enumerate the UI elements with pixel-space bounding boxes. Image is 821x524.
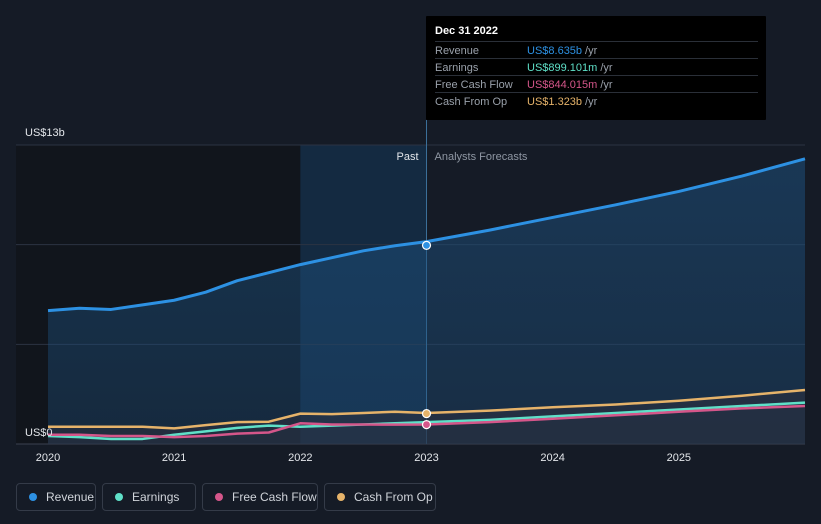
tooltip-label: Cash From Op — [435, 96, 508, 108]
series-line-revenue — [47, 157, 806, 313]
x-tick-label: 2022 — [288, 452, 312, 464]
legend-dot-icon — [29, 493, 37, 501]
series-line-free-cash-flow — [48, 404, 806, 439]
legend-label: Cash From Op — [354, 490, 433, 504]
tooltip-row-revenue: Revenue US$8.635b/yr — [435, 41, 758, 59]
chart-tooltip: Dec 31 2022 Revenue US$8.635b/yr Earning… — [426, 16, 766, 120]
legend-item-cash-from-op[interactable]: Cash From Op — [324, 483, 436, 511]
x-tick-label: 2025 — [667, 452, 691, 464]
tooltip-marker — [421, 408, 432, 419]
legend-label: Revenue — [46, 490, 95, 504]
legend-label: Free Cash Flow — [232, 490, 317, 504]
x-tick-label: 2023 — [414, 452, 438, 464]
forecast-label: Analysts Forecasts — [435, 151, 528, 163]
tooltip-row-free-cash-flow: Free Cash Flow US$844.015m/yr — [435, 75, 758, 93]
tooltip-row-earnings: Earnings US$899.101m/yr — [435, 58, 758, 76]
tooltip-row-cash-from-op: Cash From Op US$1.323b/yr — [435, 92, 758, 110]
tooltip-value: US$8.635b/yr — [527, 45, 598, 57]
tooltip-value: US$899.101m/yr — [527, 62, 613, 74]
past-label: Past — [396, 151, 418, 163]
tooltip-label: Earnings — [435, 62, 479, 74]
legend-item-revenue[interactable]: Revenue — [16, 483, 96, 511]
tooltip-value: US$1.323b/yr — [527, 96, 598, 108]
tooltip-value: US$844.015m/yr — [527, 79, 613, 91]
tooltip-marker — [421, 240, 432, 250]
legend-dot-icon — [337, 493, 345, 501]
x-tick-label: 2020 — [36, 452, 60, 464]
legend-dot-icon — [215, 493, 223, 501]
y-axis-bottom-label: US$0 — [25, 427, 53, 439]
x-tick-label: 2024 — [540, 452, 564, 464]
revenue-area — [48, 158, 805, 445]
tooltip-marker — [421, 419, 432, 430]
tooltip-label: Revenue — [435, 45, 480, 57]
legend-item-free-cash-flow[interactable]: Free Cash Flow — [202, 483, 318, 511]
legend-item-earnings[interactable]: Earnings — [102, 483, 196, 511]
series-line-cash-from-op — [48, 388, 806, 430]
tooltip-date: Dec 31 2022 — [435, 25, 498, 37]
x-tick-label: 2021 — [162, 452, 186, 464]
legend-label: Earnings — [132, 490, 180, 504]
y-axis-top-label: US$13b — [25, 127, 65, 139]
legend-dot-icon — [115, 493, 123, 501]
tooltip-label: Free Cash Flow — [435, 79, 513, 91]
